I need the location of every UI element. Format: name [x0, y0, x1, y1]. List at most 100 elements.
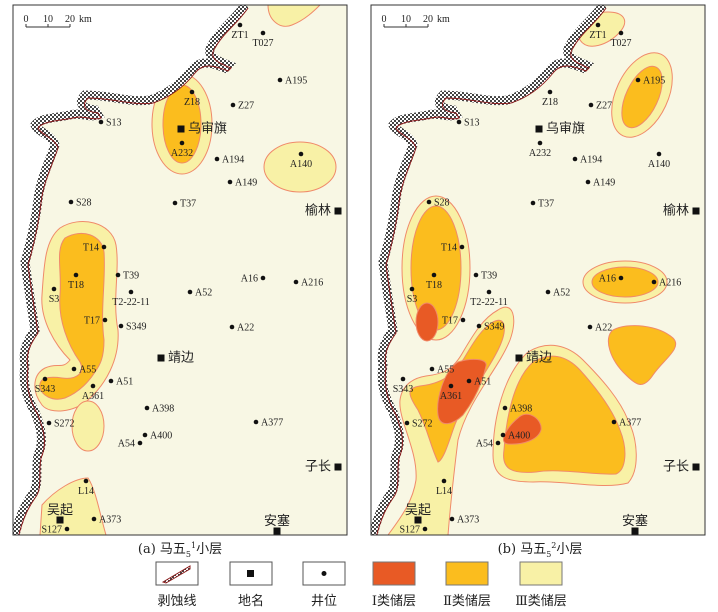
- well-label: T027: [610, 38, 631, 49]
- well-dot-icon: [144, 405, 150, 411]
- well-label: A149: [593, 178, 615, 189]
- scale-tick: 20: [423, 14, 433, 25]
- well-s272: S272: [404, 419, 433, 430]
- panel-b-frame: [370, 4, 706, 536]
- well-dot-icon: [101, 244, 107, 250]
- well-label: T18: [68, 280, 84, 291]
- place-label: 乌审旗: [188, 121, 227, 137]
- place-square-icon: [692, 207, 700, 215]
- well-label: S343: [35, 384, 56, 395]
- well-a400: A400: [142, 431, 172, 442]
- well-label: T2-22-11: [112, 297, 149, 308]
- well-t2-22-11: T2-22-11: [112, 289, 150, 308]
- well-a373: A373: [91, 515, 121, 526]
- well-label: A54: [476, 439, 493, 450]
- well-t39: T39: [115, 271, 139, 282]
- place-label: 子长: [663, 460, 689, 475]
- well-dot-icon: [572, 156, 578, 162]
- well-dot-icon: [537, 140, 543, 146]
- well-label: S3: [407, 294, 418, 305]
- well-label: A195: [643, 76, 665, 87]
- well-zt1: ZT1: [231, 22, 249, 41]
- place-square-icon: [692, 463, 700, 471]
- place-4: 吴起: [47, 503, 73, 524]
- class-iii-zone: [71, 400, 105, 452]
- well-s349: S349: [476, 322, 505, 333]
- well-a55: A55: [71, 365, 96, 376]
- panel-a-frame: [12, 4, 348, 536]
- place-label: 安塞: [264, 513, 290, 529]
- well-a55: A55: [429, 365, 454, 376]
- well-label: A400: [150, 431, 172, 442]
- well-dot-icon: [651, 279, 657, 285]
- class-ii-zone: [621, 65, 663, 129]
- well-label: T39: [123, 271, 139, 282]
- well-dot-icon: [237, 22, 243, 28]
- well-label: T18: [426, 280, 442, 291]
- well-label: A195: [285, 76, 307, 87]
- well-dot-icon: [102, 317, 108, 323]
- well-label: A55: [437, 365, 454, 376]
- well-a52: A52: [187, 288, 212, 299]
- well-a377: A377: [253, 418, 283, 429]
- place-square-icon: [414, 516, 422, 524]
- well-dot-icon: [459, 244, 465, 250]
- well-dot-icon: [189, 89, 195, 95]
- well-dot-icon: [64, 526, 70, 532]
- well-label: T39: [481, 271, 497, 282]
- well-a398: A398: [502, 404, 532, 415]
- well-label: A216: [301, 278, 323, 289]
- well-label: S127: [399, 525, 420, 536]
- well-a232: A232: [529, 140, 551, 159]
- scale-unit: km: [437, 14, 450, 25]
- place-square-icon: [177, 125, 185, 133]
- well-label: A16: [599, 274, 616, 285]
- scale-tick: 0: [24, 14, 29, 25]
- well-label: A194: [222, 155, 244, 166]
- well-dot-icon: [486, 289, 492, 295]
- well-label: S349: [484, 322, 505, 333]
- well-a149: A149: [227, 178, 257, 189]
- place-square-icon: [334, 463, 342, 471]
- well-a232: A232: [171, 140, 193, 159]
- well-a52: A52: [545, 288, 570, 299]
- well-dot-icon: [595, 22, 601, 28]
- well-label: L14: [78, 486, 94, 497]
- place-label: 子长: [305, 460, 331, 475]
- well-dot-icon: [293, 279, 299, 285]
- well-dot-icon: [422, 526, 428, 532]
- well-label: A51: [474, 377, 491, 388]
- well-t39: T39: [473, 271, 497, 282]
- well-s349: S349: [118, 322, 147, 333]
- well-a51: A51: [108, 377, 133, 388]
- well-dot-icon: [547, 89, 553, 95]
- well-label: T37: [538, 199, 554, 210]
- well-dot-icon: [460, 317, 466, 323]
- class-ii-zone: [591, 266, 659, 298]
- well-label: S349: [126, 322, 147, 333]
- well-dot-icon: [73, 272, 79, 278]
- well-a22: A22: [587, 323, 612, 334]
- well-label: A400: [508, 431, 530, 442]
- well-label: A149: [235, 178, 257, 189]
- scale-unit: km: [79, 14, 92, 25]
- well-label: T14: [83, 243, 99, 254]
- well-dot-icon: [441, 478, 447, 484]
- well-dot-icon: [260, 275, 266, 281]
- place-3: 子长: [305, 460, 342, 475]
- well-label: A55: [79, 365, 96, 376]
- well-s28: S28: [68, 198, 92, 209]
- well-zt1: ZT1: [589, 22, 607, 41]
- well-label: S343: [393, 384, 414, 395]
- well-a149: A149: [585, 178, 615, 189]
- well-label: S3: [49, 294, 60, 305]
- well-dot-icon: [635, 77, 641, 83]
- well-dot-icon: [214, 156, 220, 162]
- legend-item-erosion-line: 剥蚀线: [155, 561, 199, 609]
- place-square-icon: [157, 354, 165, 362]
- place-label: 靖边: [168, 351, 194, 366]
- well-label: S13: [464, 118, 480, 129]
- well-dot-icon: [229, 324, 235, 330]
- well-dot-icon: [137, 440, 143, 446]
- well-label: T17: [84, 316, 100, 327]
